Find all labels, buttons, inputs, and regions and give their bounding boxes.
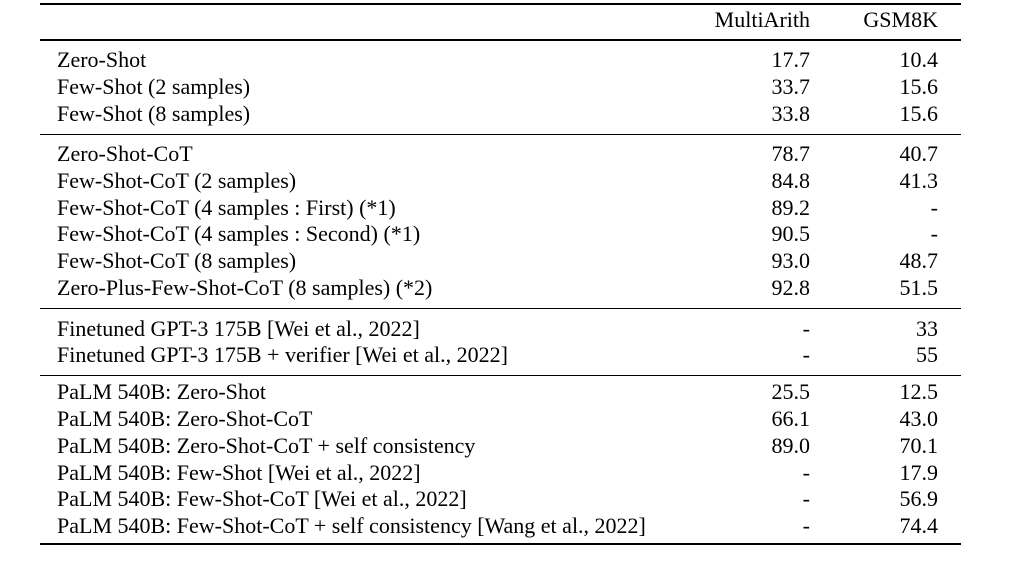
table-row: PaLM 540B: Few-Shot-CoT [Wei et al., 202…: [40, 486, 961, 513]
gsm8k-cell: 70.1: [899, 432, 939, 458]
results-table: MultiArith GSM8K Zero-Shot 17.7 10.4 Few-Sh…: [40, 3, 961, 545]
gsm8k-cell: 40.7: [899, 141, 939, 167]
table-section-2: Zero-Shot-CoT 78.7 40.7 Few-Shot-CoT (2 sam…: [40, 134, 961, 308]
method-label: Few-Shot-CoT (2 samples): [57, 168, 297, 194]
multiarith-cell: 90.5: [771, 221, 811, 247]
gsm8k-cell: -: [930, 221, 938, 247]
table-header-row: MultiArith GSM8K: [40, 4, 961, 41]
method-label: Few-Shot-CoT (4 samples : Second) (*1): [57, 221, 421, 247]
table-header: MultiArith GSM8K: [40, 4, 961, 41]
multiarith-cell: 33.8: [771, 100, 811, 126]
table-section-1: Zero-Shot 17.7 10.4 Few-Shot (2 samples) 33.…: [40, 40, 961, 135]
table-row: Finetuned GPT-3 175B + verifier [Wei et …: [40, 342, 961, 376]
gsm8k-cell: 43.0: [899, 406, 939, 432]
gsm8k-cell: 12.5: [899, 379, 939, 405]
multiarith-cell: 89.2: [771, 194, 811, 220]
multiarith-cell: -: [802, 315, 810, 341]
method-label: PaLM 540B: Few-Shot-CoT + self consisten…: [57, 512, 646, 538]
gsm8k-cell: 15.6: [899, 73, 939, 99]
gsm8k-cell: 10.4: [899, 47, 939, 73]
gsm8k-cell: 41.3: [899, 168, 939, 194]
table-row: PaLM 540B: Few-Shot-CoT + self consisten…: [40, 513, 961, 544]
table-row: Few-Shot-CoT (4 samples : Second) (*1) 90…: [40, 221, 961, 248]
method-label: Few-Shot (8 samples): [57, 100, 251, 126]
method-cell: PaLM 540B: Zero-Shot-CoT + self consiste…: [40, 433, 690, 460]
column-header-gsm8k: GSM8K: [810, 4, 961, 41]
method-cell: Zero-Shot: [40, 40, 690, 74]
method-cell: PaLM 540B: Zero-Shot-CoT: [40, 406, 690, 433]
gsm8k-cell: 56.9: [899, 486, 939, 512]
method-label: Finetuned GPT-3 175B [Wei et al., 2022]: [57, 315, 420, 341]
method-label: Zero-Plus-Few-Shot-CoT (8 samples): [57, 274, 391, 300]
method-label: Few-Shot-CoT (4 samples : First) (*1): [57, 194, 396, 220]
method-cell: Zero-Plus-Few-Shot-CoT (8 samples) (*2): [40, 275, 690, 309]
table-section-4: PaLM 540B: Zero-Shot 25.5 12.5 PaLM 540B: Z…: [40, 375, 961, 544]
method-suffix: (*2): [390, 274, 433, 300]
method-label: PaLM 540B: Few-Shot [Wei et al., 2022]: [57, 459, 421, 485]
multiarith-cell: 84.8: [771, 168, 811, 194]
method-cell: Few-Shot-CoT (4 samples : First) (*1): [40, 195, 690, 222]
table-row: PaLM 540B: Zero-Shot-CoT 66.1 43.0: [40, 406, 961, 433]
method-label: PaLM 540B: Zero-Shot-CoT + self consiste…: [57, 432, 476, 458]
table-row: Few-Shot-CoT (2 samples) 84.8 41.3: [40, 168, 961, 195]
method-cell: Few-Shot-CoT (4 samples : Second) (*1): [40, 221, 690, 248]
method-cell: Few-Shot (2 samples): [40, 74, 690, 101]
gsm8k-cell: -: [930, 194, 938, 220]
method-cell: Few-Shot-CoT (8 samples): [40, 248, 690, 275]
method-label: PaLM 540B: Zero-Shot: [57, 379, 266, 405]
multiarith-cell: -: [802, 512, 810, 538]
multiarith-cell: 33.7: [771, 73, 811, 99]
multiarith-cell: 17.7: [771, 47, 811, 73]
multiarith-cell: -: [802, 459, 810, 485]
multiarith-cell: 25.5: [771, 379, 811, 405]
method-cell: PaLM 540B: Few-Shot [Wei et al., 2022]: [40, 460, 690, 487]
multiarith-cell: -: [802, 486, 810, 512]
table-row: PaLM 540B: Zero-Shot-CoT + self consiste…: [40, 433, 961, 460]
table-row: Finetuned GPT-3 175B [Wei et al., 2022] -…: [40, 309, 961, 343]
multiarith-cell: 93.0: [771, 248, 811, 274]
multiarith-cell: 92.8: [771, 274, 811, 300]
gsm8k-cell: 17.9: [899, 459, 939, 485]
table-row: Zero-Shot 17.7 10.4: [40, 40, 961, 74]
method-cell: Few-Shot (8 samples): [40, 101, 690, 135]
method-cell: Finetuned GPT-3 175B [Wei et al., 2022]: [40, 309, 690, 343]
gsm8k-cell: 55: [916, 342, 938, 368]
method-label: Zero-Shot-CoT: [57, 141, 193, 167]
multiarith-cell: 66.1: [771, 406, 811, 432]
method-label: PaLM 540B: Few-Shot-CoT [Wei et al., 202…: [57, 486, 467, 512]
table-section-3: Finetuned GPT-3 175B [Wei et al., 2022] -…: [40, 308, 961, 376]
column-header-multiarith: MultiArith: [690, 4, 810, 41]
method-label: Zero-Shot: [57, 47, 147, 73]
table-row: PaLM 540B: Few-Shot [Wei et al., 2022] - 1…: [40, 460, 961, 487]
method-label: Few-Shot-CoT (8 samples): [57, 248, 297, 274]
method-cell: PaLM 540B: Few-Shot-CoT + self consisten…: [40, 513, 690, 544]
column-header-method: [40, 4, 690, 41]
table-row: Few-Shot-CoT (8 samples) 93.0 48.7: [40, 248, 961, 275]
method-label: Few-Shot (2 samples): [57, 73, 251, 99]
table-row: PaLM 540B: Zero-Shot 25.5 12.5: [40, 376, 961, 406]
gsm8k-cell: 15.6: [899, 100, 939, 126]
method-cell: Zero-Shot-CoT: [40, 134, 690, 168]
multiarith-cell: 78.7: [771, 141, 811, 167]
method-cell: PaLM 540B: Few-Shot-CoT [Wei et al., 202…: [40, 486, 690, 513]
method-label: PaLM 540B: Zero-Shot-CoT: [57, 406, 313, 432]
table-row: Few-Shot (2 samples) 33.7 15.6: [40, 74, 961, 101]
method-cell: PaLM 540B: Zero-Shot: [40, 376, 690, 406]
method-cell: Few-Shot-CoT (2 samples): [40, 168, 690, 195]
gsm8k-cell: 33: [916, 315, 938, 341]
gsm8k-cell: 51.5: [899, 274, 939, 300]
multiarith-cell: -: [802, 342, 810, 368]
method-label: Finetuned GPT-3 175B + verifier [Wei et …: [57, 342, 508, 368]
table-row: Zero-Shot-CoT 78.7 40.7: [40, 134, 961, 168]
table-row: Few-Shot-CoT (4 samples : First) (*1) 89.…: [40, 195, 961, 222]
gsm8k-cell: 48.7: [899, 248, 939, 274]
method-cell: Finetuned GPT-3 175B + verifier [Wei et …: [40, 342, 690, 376]
table-row: Zero-Plus-Few-Shot-CoT (8 samples) (*2) 9…: [40, 275, 961, 309]
table-row: Few-Shot (8 samples) 33.8 15.6: [40, 101, 961, 135]
multiarith-cell: 89.0: [771, 432, 811, 458]
gsm8k-cell: 74.4: [899, 512, 939, 538]
